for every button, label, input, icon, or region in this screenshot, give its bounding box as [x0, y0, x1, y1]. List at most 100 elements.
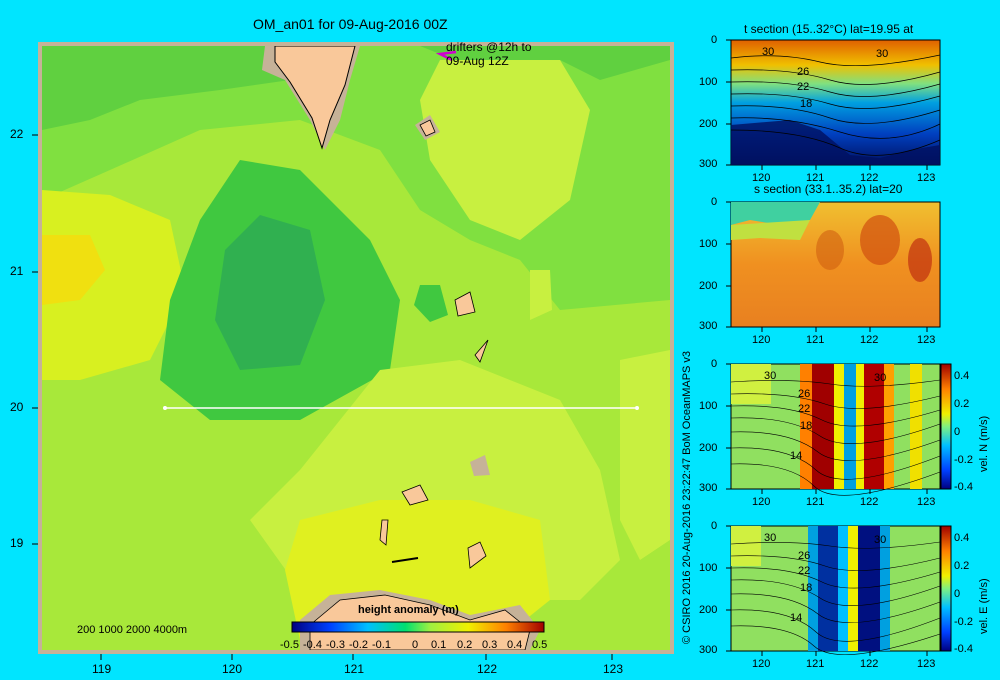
depth-tick: 200	[699, 280, 718, 292]
lat-tick-label: 22	[10, 127, 24, 141]
depth-tick: 0	[711, 196, 718, 208]
s-section-surface-layer	[731, 220, 810, 240]
contour-label: 30	[764, 532, 777, 544]
map-title: OM_an01 for 09-Aug-2016 00Z	[253, 16, 448, 32]
vn-section-band	[910, 364, 922, 489]
map-yellow-green-east	[620, 350, 670, 560]
ve-section-band	[838, 526, 848, 651]
colorbar-tick: 0.1	[431, 639, 447, 651]
island-shelf	[470, 455, 490, 476]
vel-tick: -0.4	[954, 481, 973, 493]
colorbar-tick: 0.3	[482, 639, 498, 651]
ve-section-ticks	[726, 525, 928, 656]
ve-section-band	[808, 526, 818, 651]
section-line-start	[163, 406, 167, 410]
section-lon-tick: 122	[860, 658, 879, 670]
colorbar-tick: -0.1	[372, 639, 391, 651]
s-section-ticks	[726, 201, 928, 332]
vn-section-band	[834, 364, 844, 489]
colorbar-tick: 0.5	[532, 639, 548, 651]
lon-tick-label: 120	[222, 662, 243, 676]
contour-label: 22	[798, 565, 811, 577]
section-lon-tick: 121	[806, 658, 825, 670]
depth-tick: 100	[699, 562, 718, 574]
vn-section-band	[731, 364, 771, 404]
depth-tick: 300	[699, 320, 718, 332]
colorbar-tick: -0.5	[280, 639, 299, 651]
section-lon-tick: 122	[860, 334, 879, 346]
lon-tick-label: 121	[344, 662, 365, 676]
vn-section-ticks	[726, 363, 928, 494]
section-lon-tick: 120	[752, 172, 771, 184]
ve-axis-label: vel. E (m/s)	[978, 578, 990, 634]
contour-label: 26	[798, 388, 811, 400]
section-lon-tick: 123	[917, 658, 936, 670]
s-section-panel	[726, 201, 941, 332]
section-lon-tick: 122	[860, 496, 879, 508]
vn-colorbar	[940, 363, 952, 490]
depth-tick: 100	[699, 238, 718, 250]
map-yellow-west-core	[42, 235, 105, 305]
vel-tick: 0.2	[954, 560, 970, 572]
credit-text: © CSIRO 2016 20-Aug-2016 23:22:47 BoM Oc…	[681, 350, 693, 644]
t-section-deep-cold	[731, 120, 940, 165]
lon-tick-label: 119	[92, 662, 112, 676]
depth-tick: 200	[699, 118, 718, 130]
vel-tick: -0.2	[954, 616, 973, 628]
contour-label: 14	[790, 612, 803, 624]
s-section-high-salinity	[908, 238, 932, 282]
vn-section-panel	[726, 363, 952, 496]
map-yellow-green-north	[420, 60, 590, 240]
contour-label: 30	[762, 46, 775, 58]
contour-label: 22	[797, 81, 810, 93]
vel-tick: -0.2	[954, 454, 973, 466]
drifters-label-line2: 09-Aug 12Z	[446, 54, 509, 68]
vn-section-band	[800, 364, 812, 489]
depth-tick: 300	[699, 482, 718, 494]
s-section-high-salinity	[860, 215, 900, 265]
depth-tick: 200	[699, 604, 718, 616]
depth-tick: 100	[699, 400, 718, 412]
map-yellow-green-patch	[530, 270, 552, 320]
contour-label: 26	[797, 66, 810, 78]
depth-tick: 200	[699, 442, 718, 454]
island	[474, 339, 489, 363]
section-lon-tick: 123	[917, 496, 936, 508]
ve-section-panel	[726, 525, 952, 656]
contour-label: 30	[764, 370, 777, 382]
taiwan-land	[274, 46, 356, 150]
contour-label: 14	[790, 450, 803, 462]
colorbar-tick: -0.2	[349, 639, 368, 651]
depth-tick: 0	[711, 520, 718, 532]
drifters-label-line1: drifters @12h to	[446, 40, 532, 54]
depth-legend: 200 1000 2000 4000m	[77, 624, 188, 636]
t-section-contours	[730, 54, 941, 156]
vn-section-band	[884, 364, 894, 489]
colorbar-title: height anomaly (m)	[358, 604, 459, 616]
depth-tick: 300	[699, 644, 718, 656]
contour-label: 30	[874, 372, 887, 384]
map-green-island-patch	[414, 285, 448, 322]
section-lon-tick: 120	[752, 496, 771, 508]
section-lon-tick: 120	[752, 658, 771, 670]
colorbar-tick: -0.3	[326, 639, 345, 651]
section-lon-tick: 123	[917, 172, 936, 184]
ve-section-contours	[730, 541, 941, 655]
map-green-northwest	[42, 46, 300, 130]
drifter-marker	[435, 50, 457, 62]
vel-tick: 0.4	[954, 370, 970, 382]
vn-section-contours	[730, 379, 941, 496]
depth-tick: 0	[711, 34, 718, 46]
s-section-fresh-surface	[731, 202, 820, 225]
section-lon-tick: 122	[860, 172, 879, 184]
section-line-end	[635, 406, 639, 410]
contour-label: 30	[876, 48, 889, 60]
section-lon-tick: 120	[752, 334, 771, 346]
s-section-title: s section (33.1..35.2) lat=20	[754, 182, 903, 196]
section-lon-tick: 121	[806, 496, 825, 508]
lon-tick-label: 123	[603, 662, 624, 676]
ve-section-band	[731, 526, 761, 566]
vel-tick: 0.2	[954, 398, 970, 410]
vn-section-band	[856, 364, 864, 489]
